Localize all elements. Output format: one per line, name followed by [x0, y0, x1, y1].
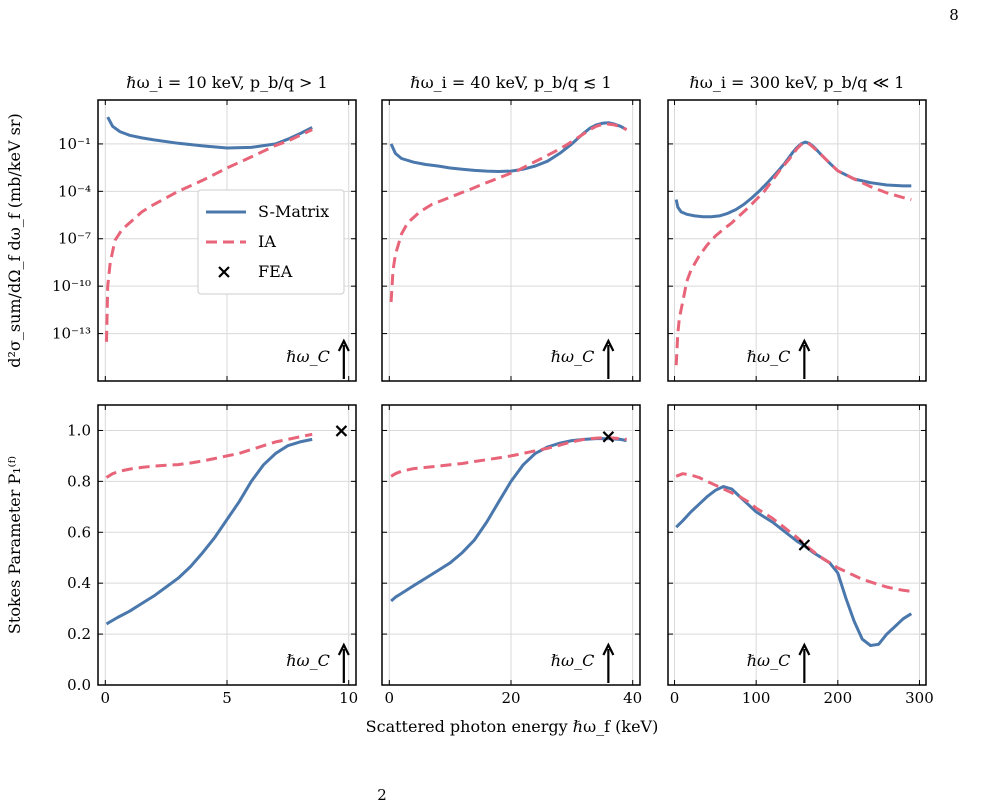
legend-entry-label: S-Matrix	[258, 202, 329, 221]
panel-bottom-3: 0 100 200 300 ℏω_C	[667, 404, 934, 707]
fea-marker	[335, 425, 348, 437]
x-tick-label: 5	[222, 689, 232, 707]
y-tick-label: 10⁻⁴	[58, 182, 91, 200]
axes-frame	[667, 404, 927, 686]
compton-label: ℏω_C	[747, 651, 791, 670]
ia-series-line	[674, 141, 912, 366]
panel-bottom-2: 0 20 40 ℏω_C	[381, 404, 642, 707]
compton-arrow-head	[798, 642, 811, 656]
axes-frame	[667, 99, 927, 382]
x-tick-label: 0	[385, 689, 395, 707]
panel-grid: 10⁻¹³ 10⁻¹⁰ 10⁻⁷ 10⁻⁴ 10⁻¹ ℏω_i = 10 keV, p_b…	[5, 73, 934, 707]
x-tick-label: 300	[905, 689, 934, 707]
y-axis-label: d²σ_sum/dΩ_f dω_f (mb/keV sr)	[5, 113, 24, 367]
ia-series-line	[675, 472, 912, 593]
compton-arrow-head	[798, 338, 811, 352]
y-tick-label: 0.6	[67, 523, 91, 541]
x-tick-label: 40	[623, 689, 642, 707]
legend-fea-marker	[218, 266, 230, 278]
smatrix-series-line	[106, 116, 313, 150]
legend-entry-label: IA	[258, 232, 276, 251]
y-tick-label: 0.4	[67, 574, 91, 592]
legend-box	[197, 189, 345, 295]
compton-arrow-head	[337, 642, 350, 656]
panel-top-3: ℏω_i = 300 keV, p_b/q ≪ 1 ℏω_C	[667, 73, 927, 382]
compton-label: ℏω_C	[747, 347, 791, 366]
ia-series-line	[389, 122, 628, 303]
x-tick-label: 0	[670, 689, 680, 707]
compton-label: ℏω_C	[286, 651, 330, 670]
compton-arrow-head	[602, 338, 615, 352]
compton-arrow-head	[337, 338, 350, 352]
y-axis-label: Stokes Parameter P₁⁽ᶠ⁾	[5, 456, 24, 634]
x-tick-label: 200	[824, 689, 853, 707]
x-tick-label: 10	[339, 689, 358, 707]
legend-entry-label: FEA	[258, 262, 293, 281]
panel-title: ℏω_i = 40 keV, p_b/q ≲ 1	[410, 73, 611, 92]
x-tick-label: 100	[742, 689, 771, 707]
x-tick-label: 20	[501, 689, 520, 707]
fea-marker	[798, 539, 811, 551]
y-tick-label: 1.0	[67, 421, 91, 439]
shared-xlabel: Scattered photon energy ℏω_f (keV)	[366, 717, 659, 736]
page-number: 8	[949, 6, 959, 24]
compton-arrow-head	[602, 642, 615, 656]
footer-fragment: 2	[377, 786, 387, 800]
y-tick-label: 0.8	[67, 472, 91, 490]
ia-series-line	[390, 436, 627, 478]
x-tick-label: 0	[101, 689, 111, 707]
y-tick-label: 10⁻¹⁰	[52, 277, 91, 295]
smatrix-series-line	[105, 437, 313, 626]
ia-series-line	[105, 128, 313, 342]
panel-top-1: 10⁻¹³ 10⁻¹⁰ 10⁻⁷ 10⁻⁴ 10⁻¹ ℏω_i = 10 keV, p_b…	[5, 73, 357, 382]
ia-series-line	[105, 432, 313, 479]
compton-label: ℏω_C	[551, 347, 595, 366]
smatrix-series-line	[674, 140, 912, 219]
smatrix-series-line	[389, 121, 628, 173]
y-tick-label: 10⁻¹³	[52, 325, 91, 343]
y-tick-label: 10⁻⁷	[58, 230, 91, 248]
y-tick-label: 10⁻¹	[58, 135, 91, 153]
smatrix-series-line	[675, 485, 913, 647]
compton-label: ℏω_C	[286, 347, 330, 366]
panel-title: ℏω_i = 300 keV, p_b/q ≪ 1	[690, 73, 905, 92]
y-tick-label: 0.2	[67, 625, 91, 643]
panel-top-2: ℏω_i = 40 keV, p_b/q ≲ 1 ℏω_C	[381, 73, 641, 382]
smatrix-series-line	[390, 437, 627, 603]
compton-label: ℏω_C	[551, 651, 595, 670]
legend: S-Matrix IA FEA	[197, 189, 345, 295]
fea-marker	[602, 431, 615, 443]
panel-title: ℏω_i = 10 keV, p_b/q > 1	[126, 73, 327, 92]
panel-bottom-1: 0 5 10 0.0 0.2 0.4 0.6 0.8 1.0 Stokes Parameter P…	[5, 404, 358, 707]
y-tick-label: 0.0	[67, 676, 91, 694]
